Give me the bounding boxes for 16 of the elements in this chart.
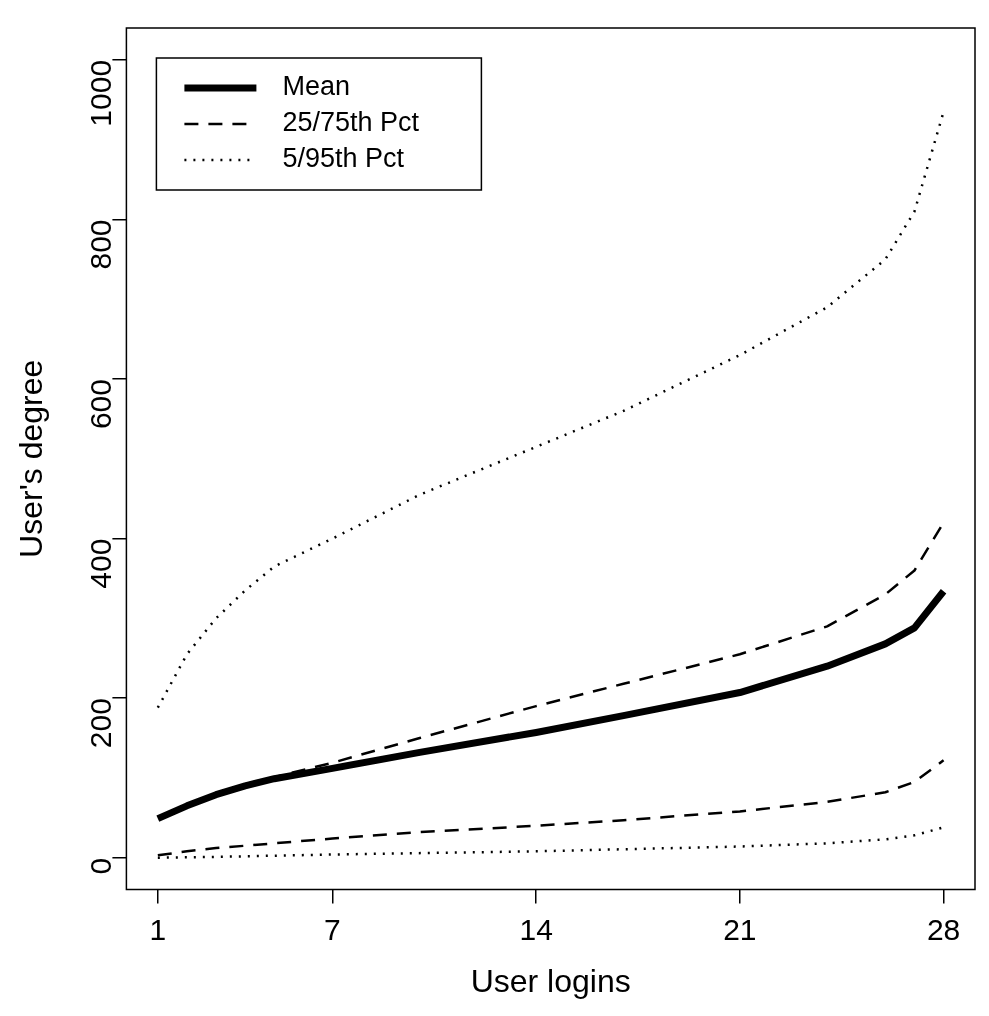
y-tick-label: 1000: [83, 59, 117, 127]
y-axis-title: User's degree: [13, 359, 50, 558]
y-tick-label: 600: [83, 379, 117, 430]
legend-label: 25/75th Pct: [282, 107, 420, 138]
y-tick-label: 200: [83, 698, 117, 749]
x-tick-label: 21: [723, 912, 757, 946]
x-tick-label: 1: [149, 912, 167, 946]
legend-label: Mean: [282, 71, 350, 102]
legend-label: 5/95th Pct: [282, 143, 405, 174]
x-tick-label: 7: [324, 912, 341, 946]
y-tick-label: 400: [83, 538, 117, 589]
x-tick-label: 28: [926, 912, 961, 946]
x-tick-label: 14: [519, 912, 553, 946]
y-tick-label: 800: [83, 219, 117, 270]
y-tick-label: 0: [83, 857, 117, 875]
x-axis-title: User logins: [470, 962, 631, 999]
